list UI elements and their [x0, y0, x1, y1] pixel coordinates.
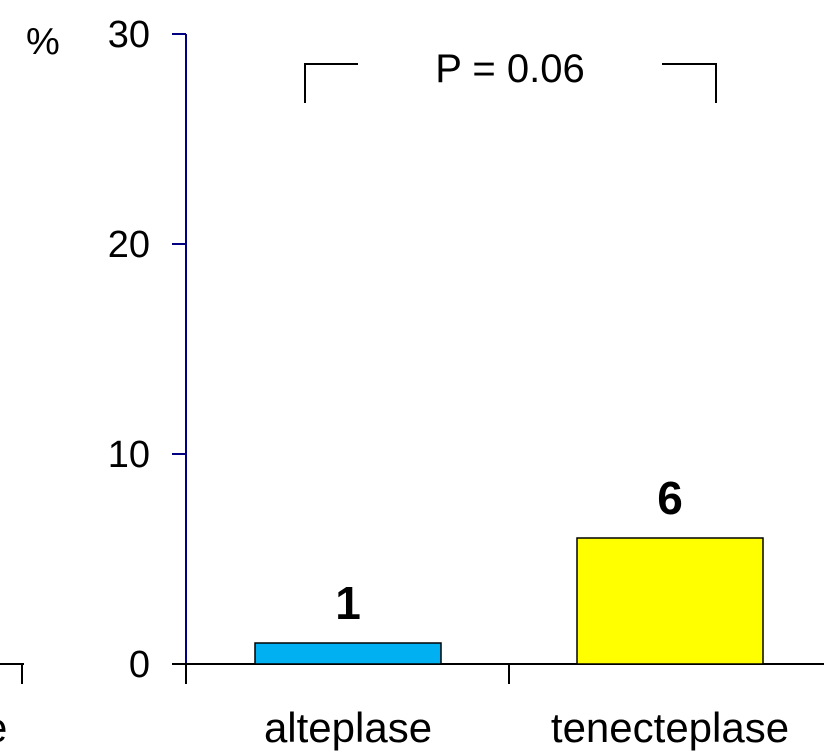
category-label-tenecteplase: tenecteplase — [551, 704, 789, 751]
significance-bracket — [304, 63, 717, 103]
bar-tenecteplase — [576, 537, 764, 665]
y-tick-label-20: 20 — [108, 224, 150, 266]
y-tick-label-10: 10 — [108, 434, 150, 476]
category-label-alteplase: alteplase — [264, 704, 432, 751]
y-axis-unit-label: % — [26, 21, 60, 63]
data-label-alteplase: 1 — [335, 577, 361, 629]
y-tick-label-0: 0 — [129, 644, 150, 686]
left-panel-category-fragment: e — [0, 704, 7, 751]
data-label-tenecteplase: 6 — [657, 472, 683, 524]
y-axis-ticks: 0 10 20 30 — [108, 14, 186, 686]
y-tick-label-30: 30 — [108, 14, 150, 56]
p-value-annotation: P = 0.06 — [435, 47, 584, 91]
x-axis-ticks — [185, 664, 510, 684]
bar-alteplase — [254, 642, 442, 665]
